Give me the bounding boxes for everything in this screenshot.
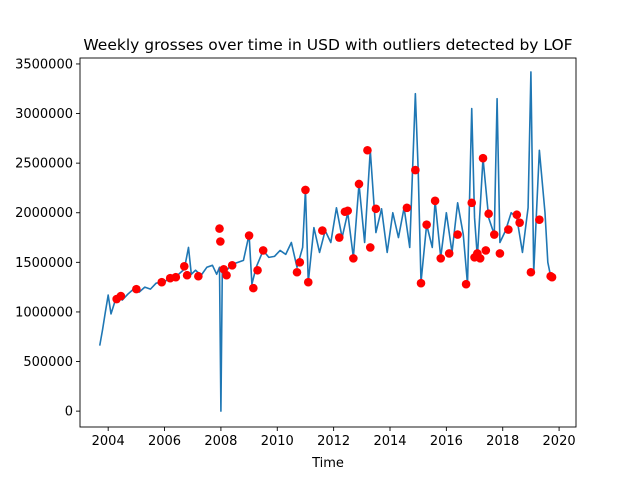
outlier-point — [430, 196, 440, 206]
outlier-point — [194, 271, 203, 281]
outlier-point — [215, 224, 224, 233]
y-tick-label: 2500000 — [15, 157, 73, 172]
outlier-point — [303, 277, 313, 287]
x-tick-label: 2014 — [373, 434, 406, 449]
outlier-point — [444, 249, 454, 258]
outlier-point — [547, 272, 557, 282]
outlier-point — [371, 204, 381, 214]
outlier-point — [475, 254, 485, 263]
outlier-point — [411, 165, 420, 175]
outlier-point — [402, 203, 412, 213]
outlier-point — [222, 270, 231, 280]
outlier-point — [171, 272, 181, 282]
outlier-point — [249, 283, 258, 293]
y-tick-label: 2000000 — [15, 206, 73, 221]
outlier-point — [467, 198, 477, 208]
x-tick-label: 2010 — [261, 434, 294, 449]
outlier-point — [453, 230, 462, 239]
outlier-point — [227, 261, 237, 270]
outlier-point — [484, 209, 493, 219]
outlier-point — [535, 215, 544, 224]
y-tick-label: 500000 — [23, 355, 73, 370]
outlier-point — [461, 279, 471, 289]
plot-area — [98, 71, 557, 412]
outlier-point — [416, 278, 426, 288]
x-tick-label: 2018 — [486, 434, 519, 449]
outlier-point — [512, 210, 522, 220]
outlier-point — [354, 179, 364, 189]
axes: 2004 2006 2008 2010 2012 2014 2016 2018 2020 0 500… — [15, 57, 577, 449]
outlier-point — [182, 270, 192, 280]
outlier-point — [258, 246, 268, 255]
axes-frame — [79, 57, 577, 428]
outlier-point — [481, 246, 491, 255]
outlier-point — [495, 249, 505, 258]
x-tick-label: 2016 — [430, 434, 463, 449]
outlier-point — [216, 237, 225, 246]
y-tick-label: 1500000 — [15, 256, 73, 271]
outlier-point — [343, 206, 353, 216]
outlier-point — [515, 218, 524, 227]
outlier-point — [365, 243, 375, 252]
outlier-point — [526, 267, 536, 277]
outlier-point — [504, 225, 513, 234]
outlier-point — [179, 262, 189, 271]
x-tick-label: 2012 — [317, 434, 350, 449]
chart-title: Weekly grosses over time in USD with out… — [83, 36, 572, 54]
x-axis-label: Time — [311, 456, 344, 471]
y-tick-label: 1000000 — [15, 305, 73, 320]
outlier-point — [132, 284, 141, 294]
outlier-point — [253, 265, 262, 275]
y-tick-label: 3000000 — [15, 107, 73, 122]
outlier-point — [489, 230, 499, 239]
outlier-point — [334, 233, 344, 242]
outlier-point — [363, 145, 372, 155]
x-tick-label: 2006 — [148, 434, 181, 449]
outlier-point — [244, 231, 254, 240]
outlier-point — [157, 277, 167, 287]
outlier-point — [318, 226, 327, 235]
y-tick-label: 0 — [65, 405, 73, 420]
outlier-point — [436, 254, 446, 263]
x-tick-label: 2004 — [92, 434, 125, 449]
y-tick-label: 3500000 — [15, 57, 73, 72]
outlier-point — [116, 291, 126, 301]
outlier-point — [349, 254, 358, 263]
outlier-point — [422, 220, 431, 229]
outlier-point — [301, 185, 310, 195]
x-tick-label: 2020 — [543, 434, 576, 449]
outlier-point — [295, 258, 305, 267]
x-tick-label: 2008 — [204, 434, 237, 449]
outlier-point — [292, 267, 302, 277]
outlier-point — [478, 153, 488, 163]
